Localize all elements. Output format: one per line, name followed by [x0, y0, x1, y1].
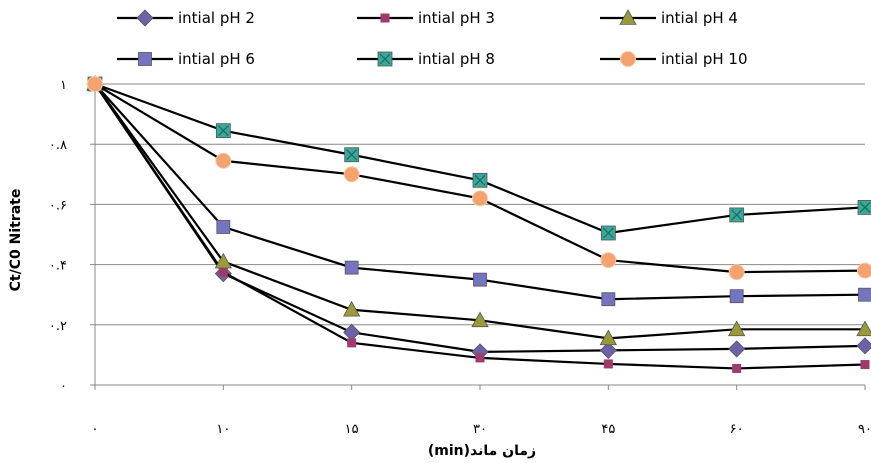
data-point-diamond — [599, 341, 617, 359]
x-tick-label: ۱۰ — [216, 422, 230, 437]
legend-item: intial pH 8 — [357, 50, 495, 68]
data-point-square — [216, 220, 231, 234]
data-point-circle — [600, 252, 617, 269]
y-tick-label: ۰.۲ — [49, 319, 67, 334]
data-point-x-square — [377, 51, 393, 67]
data-point-square — [729, 289, 744, 304]
data-point-x-square — [600, 225, 616, 241]
x-tick-label: ۹۰ — [858, 422, 871, 437]
data-point-x-square — [344, 147, 360, 163]
y-tick-label: ۰.۸ — [49, 138, 67, 153]
series-3 — [86, 75, 871, 346]
legend: intial pH 2 intial pH 3 intial pH 4 intial … — [117, 9, 748, 68]
x-tick-label: ۴۵ — [601, 422, 615, 437]
legend-item: intial pH 10 — [600, 50, 748, 68]
data-point-circle — [857, 262, 871, 279]
data-point-square — [347, 338, 357, 348]
x-axis-title: زمان ماند(min) — [428, 443, 536, 459]
y-tick-label: ۰.۶ — [49, 198, 67, 213]
data-point-triangle — [599, 329, 618, 346]
data-point-square — [732, 363, 742, 373]
data-point-diamond — [343, 323, 361, 341]
data-point-x-square — [472, 172, 488, 188]
legend-item: intial pH 6 — [117, 50, 255, 68]
data-point-square — [603, 359, 613, 369]
legend-item: intial pH 4 — [600, 9, 738, 27]
data-point-square — [475, 353, 485, 363]
data-point-circle — [343, 166, 360, 183]
data-point-circle — [87, 76, 103, 92]
data-point-circle — [472, 190, 488, 207]
series-5 — [87, 76, 871, 241]
axes: ۰۰.۲۰.۴۰.۶۰.۸۱۰ ۱۰ ۱۵ ۳۰ ۴۵ ۶۰ ۹۰ — [49, 78, 871, 437]
data-point-square — [344, 260, 359, 275]
data-point-circle — [620, 51, 636, 67]
legend-label: intial pH 3 — [418, 9, 495, 27]
data-point-square — [860, 360, 870, 370]
series-line — [94, 82, 866, 235]
legend-label: intial pH 10 — [661, 50, 748, 68]
data-point-triangle — [856, 320, 871, 337]
data-point-diamond — [728, 340, 746, 358]
data-point-square — [380, 13, 390, 23]
data-point-triangle — [619, 9, 637, 25]
data-point-square — [601, 292, 616, 307]
x-tick-label: ۱۵ — [345, 422, 359, 437]
y-axis-title: Ct/C0 Nitrate — [8, 189, 24, 292]
series-4 — [88, 77, 871, 307]
data-point-square — [218, 267, 228, 277]
legend-item: intial pH 3 — [357, 9, 495, 27]
data-point-triangle — [342, 300, 361, 317]
x-tick-label: ۰ — [92, 422, 99, 437]
data-point-circle — [728, 264, 745, 281]
legend-label: intial pH 8 — [418, 50, 495, 68]
legend-label: intial pH 4 — [661, 9, 738, 27]
y-tick-label: ۰.۴ — [49, 259, 67, 274]
x-tick-label: ۳۰ — [473, 422, 487, 437]
series-6 — [87, 76, 871, 281]
y-tick-label: ۱ — [60, 78, 67, 93]
data-point-triangle — [727, 320, 746, 337]
series-group — [86, 75, 871, 373]
x-tick-label: ۶۰ — [730, 422, 744, 437]
data-point-x-square — [729, 207, 745, 223]
data-point-square — [858, 287, 871, 302]
data-point-square — [138, 52, 152, 66]
data-point-circle — [215, 152, 232, 169]
data-point-x-square — [215, 123, 231, 139]
data-point-triangle — [471, 311, 489, 328]
legend-label: intial pH 2 — [178, 9, 255, 27]
legend-label: intial pH 6 — [178, 50, 255, 68]
y-tick-label: ۰ — [60, 379, 67, 394]
data-point-diamond — [856, 337, 871, 355]
data-point-triangle — [214, 252, 233, 269]
legend-item: intial pH 2 — [117, 9, 255, 27]
data-point-diamond — [136, 9, 154, 27]
data-point-square — [473, 272, 487, 287]
data-point-x-square — [857, 200, 871, 215]
